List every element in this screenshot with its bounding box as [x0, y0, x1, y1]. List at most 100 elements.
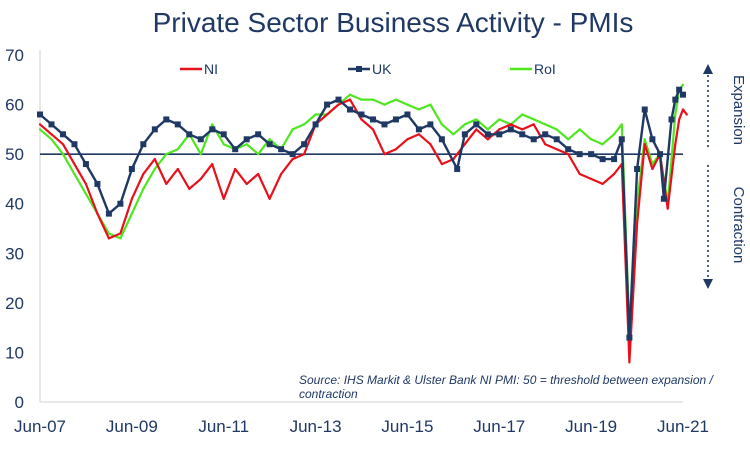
data-point-ni — [130, 197, 133, 200]
data-point-ni — [394, 148, 398, 151]
contraction-label: Contraction — [730, 187, 747, 264]
expansion-label: Expansion — [730, 75, 747, 145]
legend-marker — [356, 66, 362, 72]
data-point-roi — [119, 237, 122, 240]
data-point-uk — [530, 136, 537, 143]
legend-label: RoI — [534, 61, 556, 77]
data-point-roi — [406, 103, 409, 106]
series-line-roi — [39, 84, 684, 329]
data-point-ni — [176, 167, 179, 171]
data-point-ni — [291, 158, 294, 161]
data-point-uk — [519, 131, 526, 138]
y-tick-label: 60 — [5, 96, 24, 115]
data-point-roi — [601, 143, 604, 146]
data-point-ni — [153, 158, 156, 161]
data-point-ni — [222, 197, 225, 200]
data-point-ni — [590, 177, 593, 181]
data-point-roi — [429, 103, 432, 106]
data-point-roi — [73, 172, 76, 176]
data-point-uk — [672, 96, 679, 103]
legend-label: NI — [204, 61, 218, 77]
data-point-uk — [232, 146, 239, 153]
data-point-roi — [643, 138, 646, 141]
data-point-uk — [324, 101, 331, 108]
data-point-uk — [220, 131, 227, 138]
data-point-roi — [613, 133, 616, 136]
data-point-uk — [59, 131, 66, 138]
data-point-uk — [392, 116, 399, 123]
data-point-ni — [601, 182, 604, 185]
data-point-ni — [440, 162, 443, 166]
data-point-ni — [302, 153, 306, 156]
data-point-ni — [555, 148, 558, 151]
data-point-uk — [676, 86, 683, 93]
data-point-uk — [588, 151, 595, 158]
data-point-uk — [151, 126, 158, 133]
data-point-ni — [360, 118, 363, 121]
data-point-roi — [348, 93, 352, 96]
data-point-ni — [463, 143, 466, 146]
data-point-roi — [620, 123, 623, 126]
data-point-ni — [509, 123, 512, 126]
series-lines — [37, 83, 688, 364]
data-point-uk — [496, 131, 503, 138]
y-tick-label: 20 — [5, 294, 24, 313]
data-point-ni — [188, 187, 191, 190]
data-point-uk — [289, 151, 296, 158]
data-point-roi — [211, 123, 214, 126]
series-line-uk — [39, 88, 684, 339]
data-point-ni — [73, 162, 76, 166]
source-text: contraction — [299, 387, 358, 401]
data-point-roi — [521, 113, 524, 116]
data-point-ni — [678, 118, 681, 121]
data-point-ni — [142, 172, 145, 176]
data-point-ni — [199, 177, 202, 181]
data-point-uk — [634, 166, 641, 173]
y-tick-label: 10 — [5, 343, 24, 362]
series-line-ni — [39, 98, 688, 364]
data-point-uk — [186, 131, 193, 138]
x-tick-label: Jun-17 — [473, 417, 525, 436]
data-point-roi — [84, 192, 88, 195]
data-point-ni — [417, 133, 421, 136]
data-point-uk — [369, 116, 376, 123]
data-point-uk — [358, 111, 365, 118]
data-point-ni — [280, 172, 283, 176]
data-point-roi — [440, 123, 443, 126]
data-point-uk — [301, 141, 308, 148]
data-point-roi — [567, 138, 570, 141]
arrow-down-icon — [703, 279, 713, 289]
data-point-ni — [498, 128, 501, 131]
data-point-uk — [117, 200, 124, 207]
data-point-ni — [257, 172, 260, 176]
data-point-uk — [454, 166, 461, 173]
data-point-roi — [245, 143, 248, 146]
data-point-ni — [685, 113, 688, 116]
data-point-uk — [641, 106, 648, 113]
data-point-uk — [278, 146, 285, 153]
expansion-contraction-indicator: Expansion Contraction — [703, 64, 747, 289]
data-point-ni — [544, 143, 547, 146]
y-tick-label: 30 — [5, 244, 24, 263]
data-point-ni — [666, 207, 669, 210]
data-point-uk — [347, 106, 354, 113]
x-tick-label: Jun-15 — [381, 417, 433, 436]
data-point-uk — [484, 131, 491, 138]
data-point-ni — [119, 232, 122, 235]
series-ni — [38, 98, 688, 364]
data-point-uk — [128, 166, 135, 173]
y-tick-label: 50 — [5, 145, 24, 164]
data-point-uk — [657, 151, 664, 158]
data-point-ni — [674, 143, 677, 146]
data-point-uk — [415, 126, 422, 133]
data-point-ni — [567, 153, 570, 156]
series-uk — [37, 86, 686, 341]
data-point-roi — [394, 98, 398, 101]
data-point-roi — [50, 138, 53, 141]
data-point-uk — [71, 141, 78, 148]
legend-item-ni: NI — [180, 61, 218, 77]
source-text: Source: IHS Markit & Ulster Bank NI PMI:… — [299, 373, 715, 387]
data-point-ni — [165, 182, 168, 185]
data-point-roi — [222, 143, 225, 146]
